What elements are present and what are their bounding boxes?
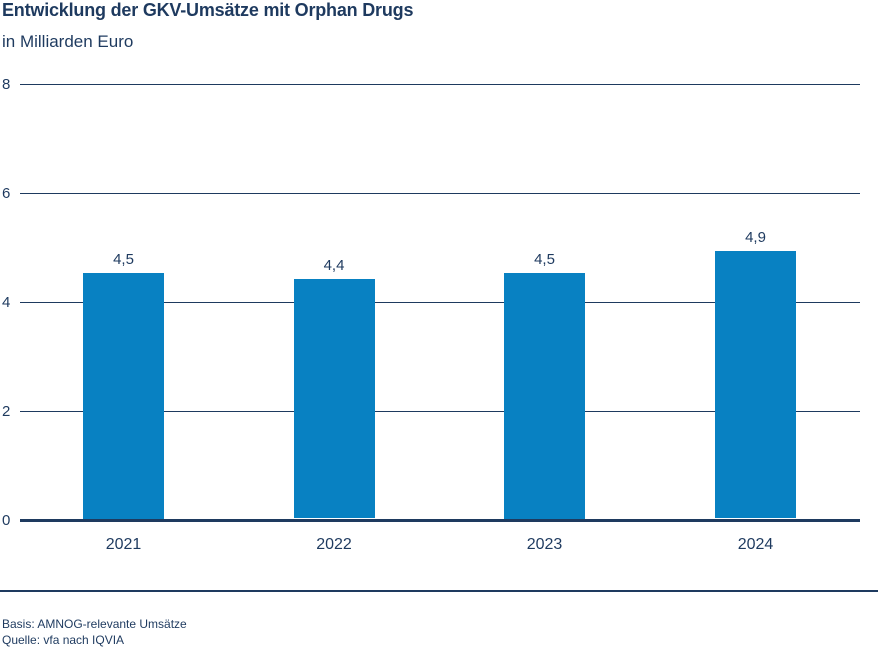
- bar-2023: [504, 273, 585, 519]
- bar-value-label-2022: 4,4: [323, 256, 345, 274]
- bar-value-label-2021: 4,5: [113, 251, 134, 269]
- gridline-y-6: [20, 192, 860, 194]
- gridline-y-4: [20, 301, 860, 303]
- bar-2022: [293, 278, 375, 519]
- x-tick-label-2022: 2022: [316, 536, 352, 553]
- x-tick-label-2024: 2024: [737, 536, 774, 553]
- bar-2024: [715, 251, 796, 519]
- footer-source-note: Quelle: vfa nach IQVIA: [2, 633, 125, 647]
- bar-value-label-2023: 4,5: [534, 251, 555, 269]
- gridline-y-2: [20, 410, 860, 412]
- y-tick-label-2: 2: [2, 402, 11, 420]
- gridline-y-8: [20, 83, 860, 85]
- y-tick-label-4: 4: [2, 293, 11, 311]
- y-tick-label-0: 0: [2, 511, 11, 529]
- footer-divider-line: [0, 590, 878, 592]
- chart-subtitle: in Milliarden Euro: [2, 32, 134, 51]
- x-tick-label-2021: 2021: [105, 536, 142, 553]
- footer-basis-note: Basis: AMNOG-relevante Umsätze: [2, 617, 187, 631]
- chart-title: Entwicklung der GKV-Umsätze mit Orphan D…: [2, 0, 414, 20]
- bar-2021: [83, 273, 164, 519]
- y-tick-label-6: 6: [2, 184, 11, 202]
- x-axis-baseline: [20, 518, 860, 522]
- bar-value-label-2024: 4,9: [745, 229, 766, 247]
- y-tick-label-8: 8: [2, 75, 11, 93]
- x-tick-label-2023: 2023: [526, 536, 563, 553]
